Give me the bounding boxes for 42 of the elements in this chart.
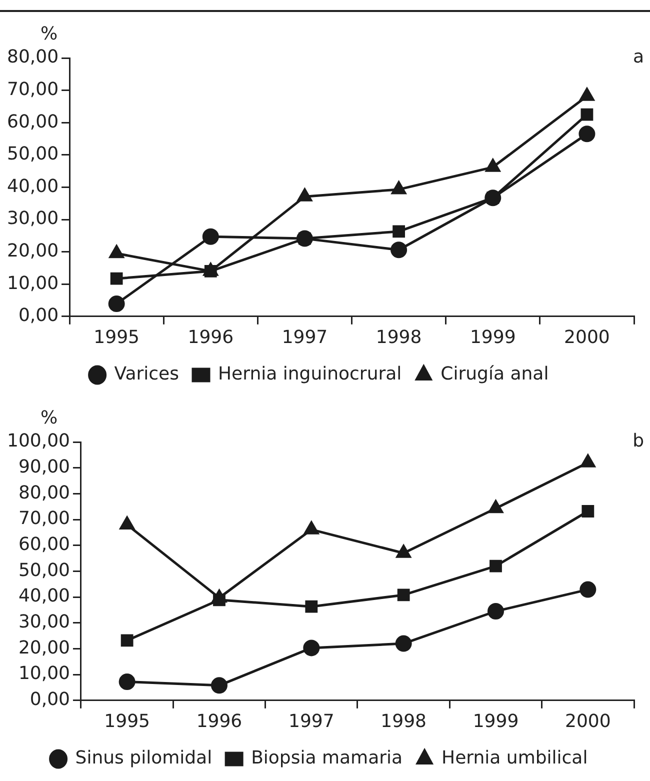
y-tick-label: 90,00 <box>18 456 70 478</box>
y-tick-label: 20,00 <box>7 240 59 262</box>
legend-label: Sinus pilomidal <box>75 748 212 769</box>
y-tick-label: 20,00 <box>18 637 70 658</box>
x-tick-label: 1995 <box>104 710 150 732</box>
y-tick-label: 60,00 <box>7 111 59 132</box>
annotation: a <box>632 46 644 68</box>
y-tick-label: 0,00 <box>30 689 70 710</box>
x-tick-label: 1999 <box>472 710 519 732</box>
x-tick-label: 2000 <box>564 326 610 348</box>
x-tick-label: 1997 <box>282 326 328 348</box>
legend-label: Varices <box>114 364 180 385</box>
y-axis-title: % <box>40 408 58 429</box>
y-tick-label: 60,00 <box>18 534 70 556</box>
y-tick-label: 50,00 <box>18 560 70 581</box>
y-tick-label: 70,00 <box>7 78 59 100</box>
y-tick-label: 70,00 <box>18 508 70 530</box>
y-tick-label: 0,00 <box>18 305 59 326</box>
legend-label: Hernia umbilical <box>442 748 588 769</box>
y-tick-label: 10,00 <box>18 663 70 684</box>
y-tick-label: 30,00 <box>7 208 59 230</box>
x-tick-label: 1999 <box>470 326 516 348</box>
y-tick-label: 80,00 <box>7 46 59 68</box>
y-tick-label: 100,00 <box>7 430 70 452</box>
y-tick-label: 40,00 <box>18 586 70 607</box>
x-tick-label: 1996 <box>188 326 234 348</box>
y-tick-label: 80,00 <box>18 482 70 504</box>
x-tick-label: 1995 <box>94 326 140 348</box>
legend-label: Hernia inguinocrural <box>218 364 402 385</box>
x-tick-label: 1997 <box>288 710 334 732</box>
y-tick-label: 40,00 <box>7 176 59 197</box>
y-tick-label: 30,00 <box>18 612 70 633</box>
y-axis-title: % <box>40 24 58 45</box>
y-tick-label: 50,00 <box>7 144 59 165</box>
legend-label: Cirugía anal <box>440 364 549 385</box>
x-tick-label: 1998 <box>376 326 422 348</box>
x-tick-label: 2000 <box>565 710 611 732</box>
legend-label: Biopsia mamaria <box>251 748 403 769</box>
x-tick-label: 1996 <box>196 710 242 732</box>
annotation: b <box>632 430 644 452</box>
x-tick-label: 1998 <box>380 710 426 732</box>
y-tick-label: 10,00 <box>7 272 59 294</box>
